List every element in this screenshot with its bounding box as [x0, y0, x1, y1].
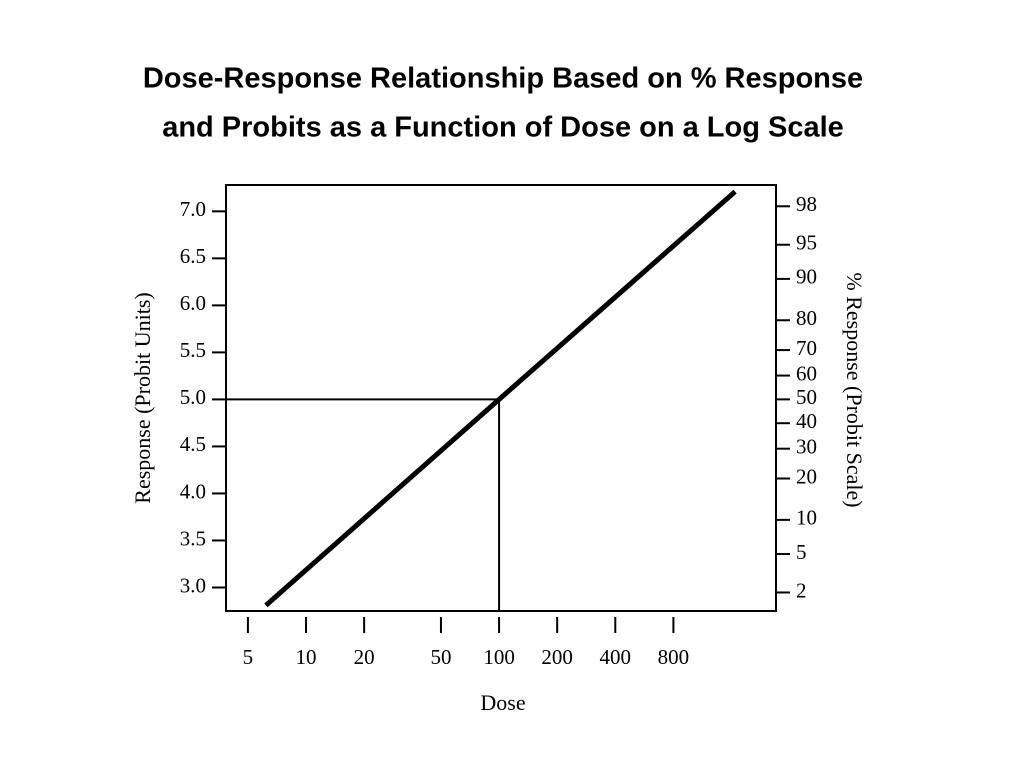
- data-line: [264, 189, 737, 608]
- y2-tick-label: 60: [796, 361, 817, 385]
- y-tick-label: 5.5: [180, 338, 206, 362]
- x-tick-label: 800: [658, 645, 690, 669]
- y2-tick-label: 98: [796, 192, 817, 216]
- y2-tick-label: 30: [796, 434, 817, 458]
- x-tick-label: 400: [600, 645, 632, 669]
- y2-tick-label: 5: [796, 540, 807, 564]
- y-tick-label: 7.0: [180, 197, 206, 221]
- chart-title: Dose-Response Relationship Based on % Re…: [143, 63, 863, 95]
- y-tick-label: 3.5: [180, 526, 206, 550]
- x-tick-label: 100: [483, 645, 515, 669]
- y2-tick-label: 2: [796, 578, 807, 602]
- y-tick-label: 6.0: [180, 291, 206, 315]
- y-axis-label: Response (Probit Units): [130, 292, 155, 503]
- x-axis-label: Dose: [480, 690, 525, 715]
- y-tick-label: 3.0: [180, 573, 206, 597]
- y2-tick-label: 90: [796, 265, 817, 289]
- y2-tick-label: 10: [796, 506, 817, 530]
- x-tick-label: 10: [296, 645, 317, 669]
- y-tick-label: 6.5: [180, 244, 206, 268]
- y-tick-label: 5.0: [180, 385, 206, 409]
- y-tick-label: 4.5: [180, 432, 206, 456]
- y-tick-label: 4.0: [180, 479, 206, 503]
- y2-tick-label: 80: [796, 306, 817, 330]
- y2-tick-label: 40: [796, 409, 817, 433]
- y2-tick-label: 50: [796, 385, 817, 409]
- x-tick-label: 20: [354, 645, 375, 669]
- y2-tick-label: 20: [796, 464, 817, 488]
- x-tick-label: 5: [243, 645, 254, 669]
- plot-frame: [225, 184, 777, 612]
- chart-title: and Probits as a Function of Dose on a L…: [162, 112, 844, 144]
- y2-axis-label: % Response (Probit Scale): [842, 272, 867, 507]
- x-tick-label: 200: [541, 645, 573, 669]
- x-tick-label: 50: [430, 645, 451, 669]
- y2-tick-label: 70: [796, 336, 817, 360]
- y2-tick-label: 95: [796, 231, 817, 255]
